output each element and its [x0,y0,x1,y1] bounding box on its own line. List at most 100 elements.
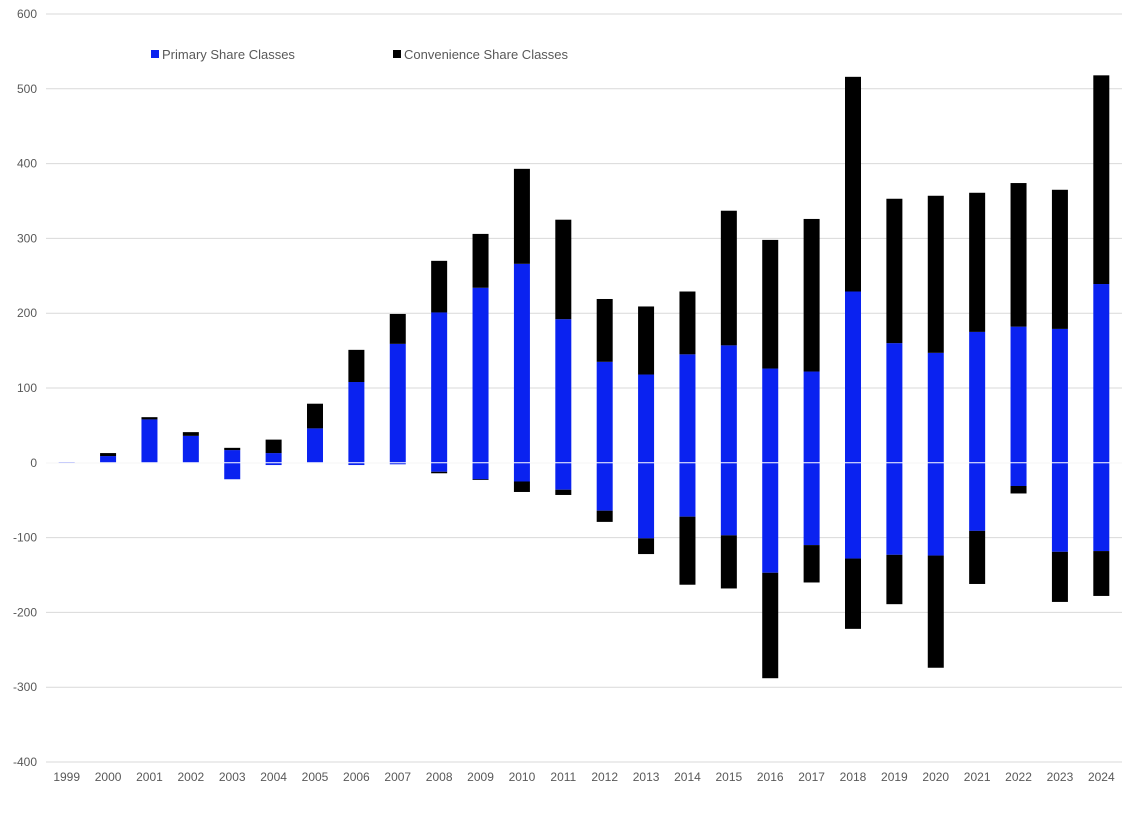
bar-primary-positive [886,343,903,463]
bar-convenience-positive [224,447,241,451]
y-axis-ticks: -400 -300 -200 -100 0 100 200 300 400 500 600 [13,7,37,769]
bar-convenience-negative [431,471,448,474]
x-tick-label: 2004 [260,770,287,784]
x-tick-label: 2024 [1088,770,1115,784]
bar-convenience-negative [762,572,779,679]
x-tick-label: 2000 [95,770,122,784]
bar-primary-positive [472,287,489,463]
bar-primary-positive [845,291,861,463]
x-tick-label: 2020 [922,770,949,784]
x-tick-label: 1999 [53,770,80,784]
bar-convenience-negative [927,555,944,668]
x-tick-label: 2012 [591,770,618,784]
bar-convenience-positive [513,168,530,264]
x-tick-label: 2013 [633,770,660,784]
y-tick-label: 500 [17,82,37,96]
x-tick-label: 2006 [343,770,370,784]
x-tick-label: 2003 [219,770,246,784]
bar-primary-positive [679,354,696,463]
bar-primary-positive [969,331,986,463]
x-tick-label: 2005 [302,770,329,784]
bar-primary-positive [803,371,820,463]
x-tick-label: 2011 [550,770,576,784]
bar-convenience-positive [389,313,406,344]
bar-convenience-negative [720,535,737,589]
bar-convenience-positive [1010,183,1027,327]
bar-primary-negative [224,462,241,480]
bar-primary-positive [141,419,158,463]
bar-primary-positive [513,263,530,463]
x-tick-label: 2002 [177,770,204,784]
bar-primary-positive [762,368,779,463]
bar-convenience-negative [679,516,696,585]
bar-convenience-positive [100,453,117,457]
bar-primary-negative [1093,462,1110,552]
gridlines [46,13,1122,763]
bar-primary-positive [720,345,737,463]
legend-item-convenience: Convenience Share Classes [393,47,569,62]
bar-primary-negative [265,462,282,466]
x-tick-label: 2019 [881,770,908,784]
bar-primary-positive [638,374,655,463]
bar-convenience-positive [265,439,282,454]
y-tick-label: 0 [30,456,37,470]
bar-convenience-positive [555,219,572,320]
y-tick-label: 400 [17,157,37,171]
bar-primary-positive [1093,284,1110,463]
bar-primary-positive [927,352,944,463]
bar-primary-positive [1051,328,1068,463]
bar-primary-negative [886,462,903,555]
x-tick-label: 2018 [840,770,867,784]
bar-primary-negative [762,462,779,573]
y-tick-label: -300 [13,680,37,694]
bar-convenience-negative [555,489,572,495]
bar-primary-positive [182,435,199,463]
bar-primary-positive [265,453,282,463]
y-tick-label: -100 [13,531,37,545]
bar-primary-positive [100,456,117,463]
x-tick-label: 2009 [467,770,494,784]
y-tick-label: -200 [13,605,37,619]
x-tick-label: 2017 [798,770,825,784]
x-tick-label: 2008 [426,770,453,784]
bar-primary-negative [1010,462,1027,486]
legend: Primary Share Classes Convenience Share … [151,47,569,62]
bar-convenience-negative [1093,551,1110,596]
bar-primary-negative [969,462,986,531]
bar-primary-negative [803,462,820,546]
bar-primary-positive [596,361,613,463]
bar-convenience-negative [1051,551,1068,602]
bars [58,75,1110,679]
bar-convenience-positive [679,291,696,355]
bar-convenience-negative [969,530,986,584]
y-tick-label: 300 [17,231,37,245]
legend-label-primary: Primary Share Classes [162,47,295,62]
x-tick-label: 2007 [384,770,411,784]
bar-primary-negative [348,462,365,466]
legend-label-convenience: Convenience Share Classes [404,47,569,62]
bar-convenience-positive [431,260,448,313]
bar-primary-positive [224,450,241,463]
bar-convenience-negative [472,479,489,481]
x-axis-ticks: 1999 2000 2001 2002 2003 2004 2005 2006 2007 2008… [53,770,1115,784]
bar-convenience-positive [803,218,820,372]
bar-primary-positive [555,319,572,463]
bar-primary-negative [845,462,861,559]
x-tick-label: 2023 [1047,770,1074,784]
bar-primary-negative [679,462,696,517]
bar-primary-negative [1051,462,1068,552]
x-tick-label: 2021 [964,770,991,784]
x-tick-label: 2014 [674,770,701,784]
legend-swatch-convenience [393,50,401,58]
bar-primary-negative [431,462,448,472]
bar-convenience-positive [969,192,986,332]
bar-convenience-positive [927,195,944,353]
x-tick-label: 2001 [136,770,163,784]
bar-primary-negative [638,462,655,539]
bar-primary-positive [431,312,448,463]
bar-primary-negative [472,462,489,480]
bar-convenience-negative [803,545,820,583]
x-tick-label: 2010 [509,770,536,784]
bar-convenience-negative [886,554,903,605]
